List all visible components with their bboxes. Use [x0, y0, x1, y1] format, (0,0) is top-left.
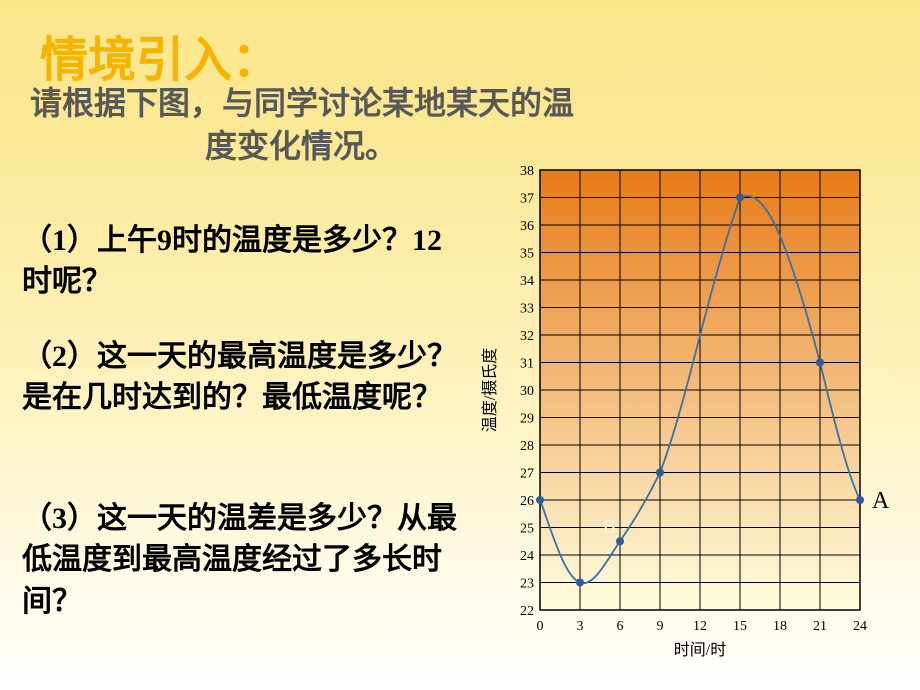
svg-text:6: 6 — [617, 619, 624, 634]
svg-text:31: 31 — [520, 357, 534, 372]
subtitle: 请根据下图，与同学讨论某地某天的温 度变化情况。 — [30, 82, 574, 168]
svg-text:温度/摄氏度: 温度/摄氏度 — [481, 348, 499, 432]
svg-text:15: 15 — [733, 619, 747, 634]
svg-text:3: 3 — [577, 619, 584, 634]
question-2: （2）这一天的最高温度是多少？是在几时达到的？最低温度呢？ — [22, 336, 462, 419]
chart-svg: 2223242526272829303132333435363738036912… — [475, 165, 890, 675]
svg-text:36: 36 — [520, 219, 534, 234]
page-title: 情境引入： — [40, 20, 280, 90]
subtitle-line1: 请根据下图，与同学讨论某地某天的温 — [30, 85, 574, 121]
svg-text:35: 35 — [520, 247, 534, 262]
svg-text:25: 25 — [520, 522, 534, 537]
svg-text:24: 24 — [520, 549, 534, 564]
svg-text:0: 0 — [537, 619, 544, 634]
svg-text:12: 12 — [693, 619, 707, 634]
temperature-chart: 2223242526272829303132333435363738036912… — [475, 165, 890, 675]
svg-text:B: B — [603, 516, 616, 538]
svg-text:28: 28 — [520, 439, 534, 454]
svg-text:23: 23 — [520, 577, 534, 592]
svg-text:时间/时: 时间/时 — [674, 641, 726, 659]
svg-text:32: 32 — [520, 329, 534, 344]
svg-text:18: 18 — [773, 619, 787, 634]
svg-text:29: 29 — [520, 412, 534, 427]
svg-text:27: 27 — [520, 467, 534, 482]
subtitle-line2: 度变化情况。 — [30, 125, 574, 168]
svg-text:21: 21 — [813, 619, 827, 634]
svg-text:22: 22 — [520, 604, 534, 619]
svg-text:38: 38 — [520, 165, 534, 179]
question-3: （3）这一天的温差是多少？从最低温度到最高温度经过了多长时间？ — [22, 498, 462, 622]
svg-text:30: 30 — [520, 384, 534, 399]
question-1: （1）上午9时的温度是多少？12时呢？ — [22, 220, 462, 303]
svg-text:37: 37 — [520, 192, 534, 207]
svg-text:26: 26 — [520, 494, 534, 509]
svg-text:9: 9 — [657, 619, 664, 634]
svg-text:A: A — [872, 488, 890, 514]
svg-text:33: 33 — [520, 302, 534, 317]
svg-text:34: 34 — [520, 274, 534, 289]
svg-text:24: 24 — [853, 619, 867, 634]
